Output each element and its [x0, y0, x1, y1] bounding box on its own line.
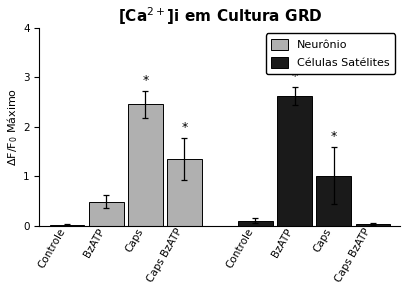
Bar: [355, 224, 389, 226]
Text: *: *: [142, 74, 148, 87]
Bar: [277, 96, 311, 226]
Title: [Ca$^{2+}$]i em Cultura GRD: [Ca$^{2+}$]i em Cultura GRD: [117, 6, 322, 27]
Text: *: *: [330, 130, 336, 143]
Bar: [315, 176, 350, 226]
Legend: Neurônio, Células Satélites: Neurônio, Células Satélites: [265, 33, 394, 74]
Bar: [238, 221, 272, 226]
Bar: [128, 104, 162, 226]
Text: *: *: [291, 70, 297, 83]
Text: *: *: [181, 121, 187, 134]
Bar: [50, 224, 84, 226]
Bar: [89, 202, 123, 226]
Y-axis label: $Δ$F/F$_0$ Máximo: $Δ$F/F$_0$ Máximo: [6, 88, 20, 166]
Bar: [167, 159, 201, 226]
